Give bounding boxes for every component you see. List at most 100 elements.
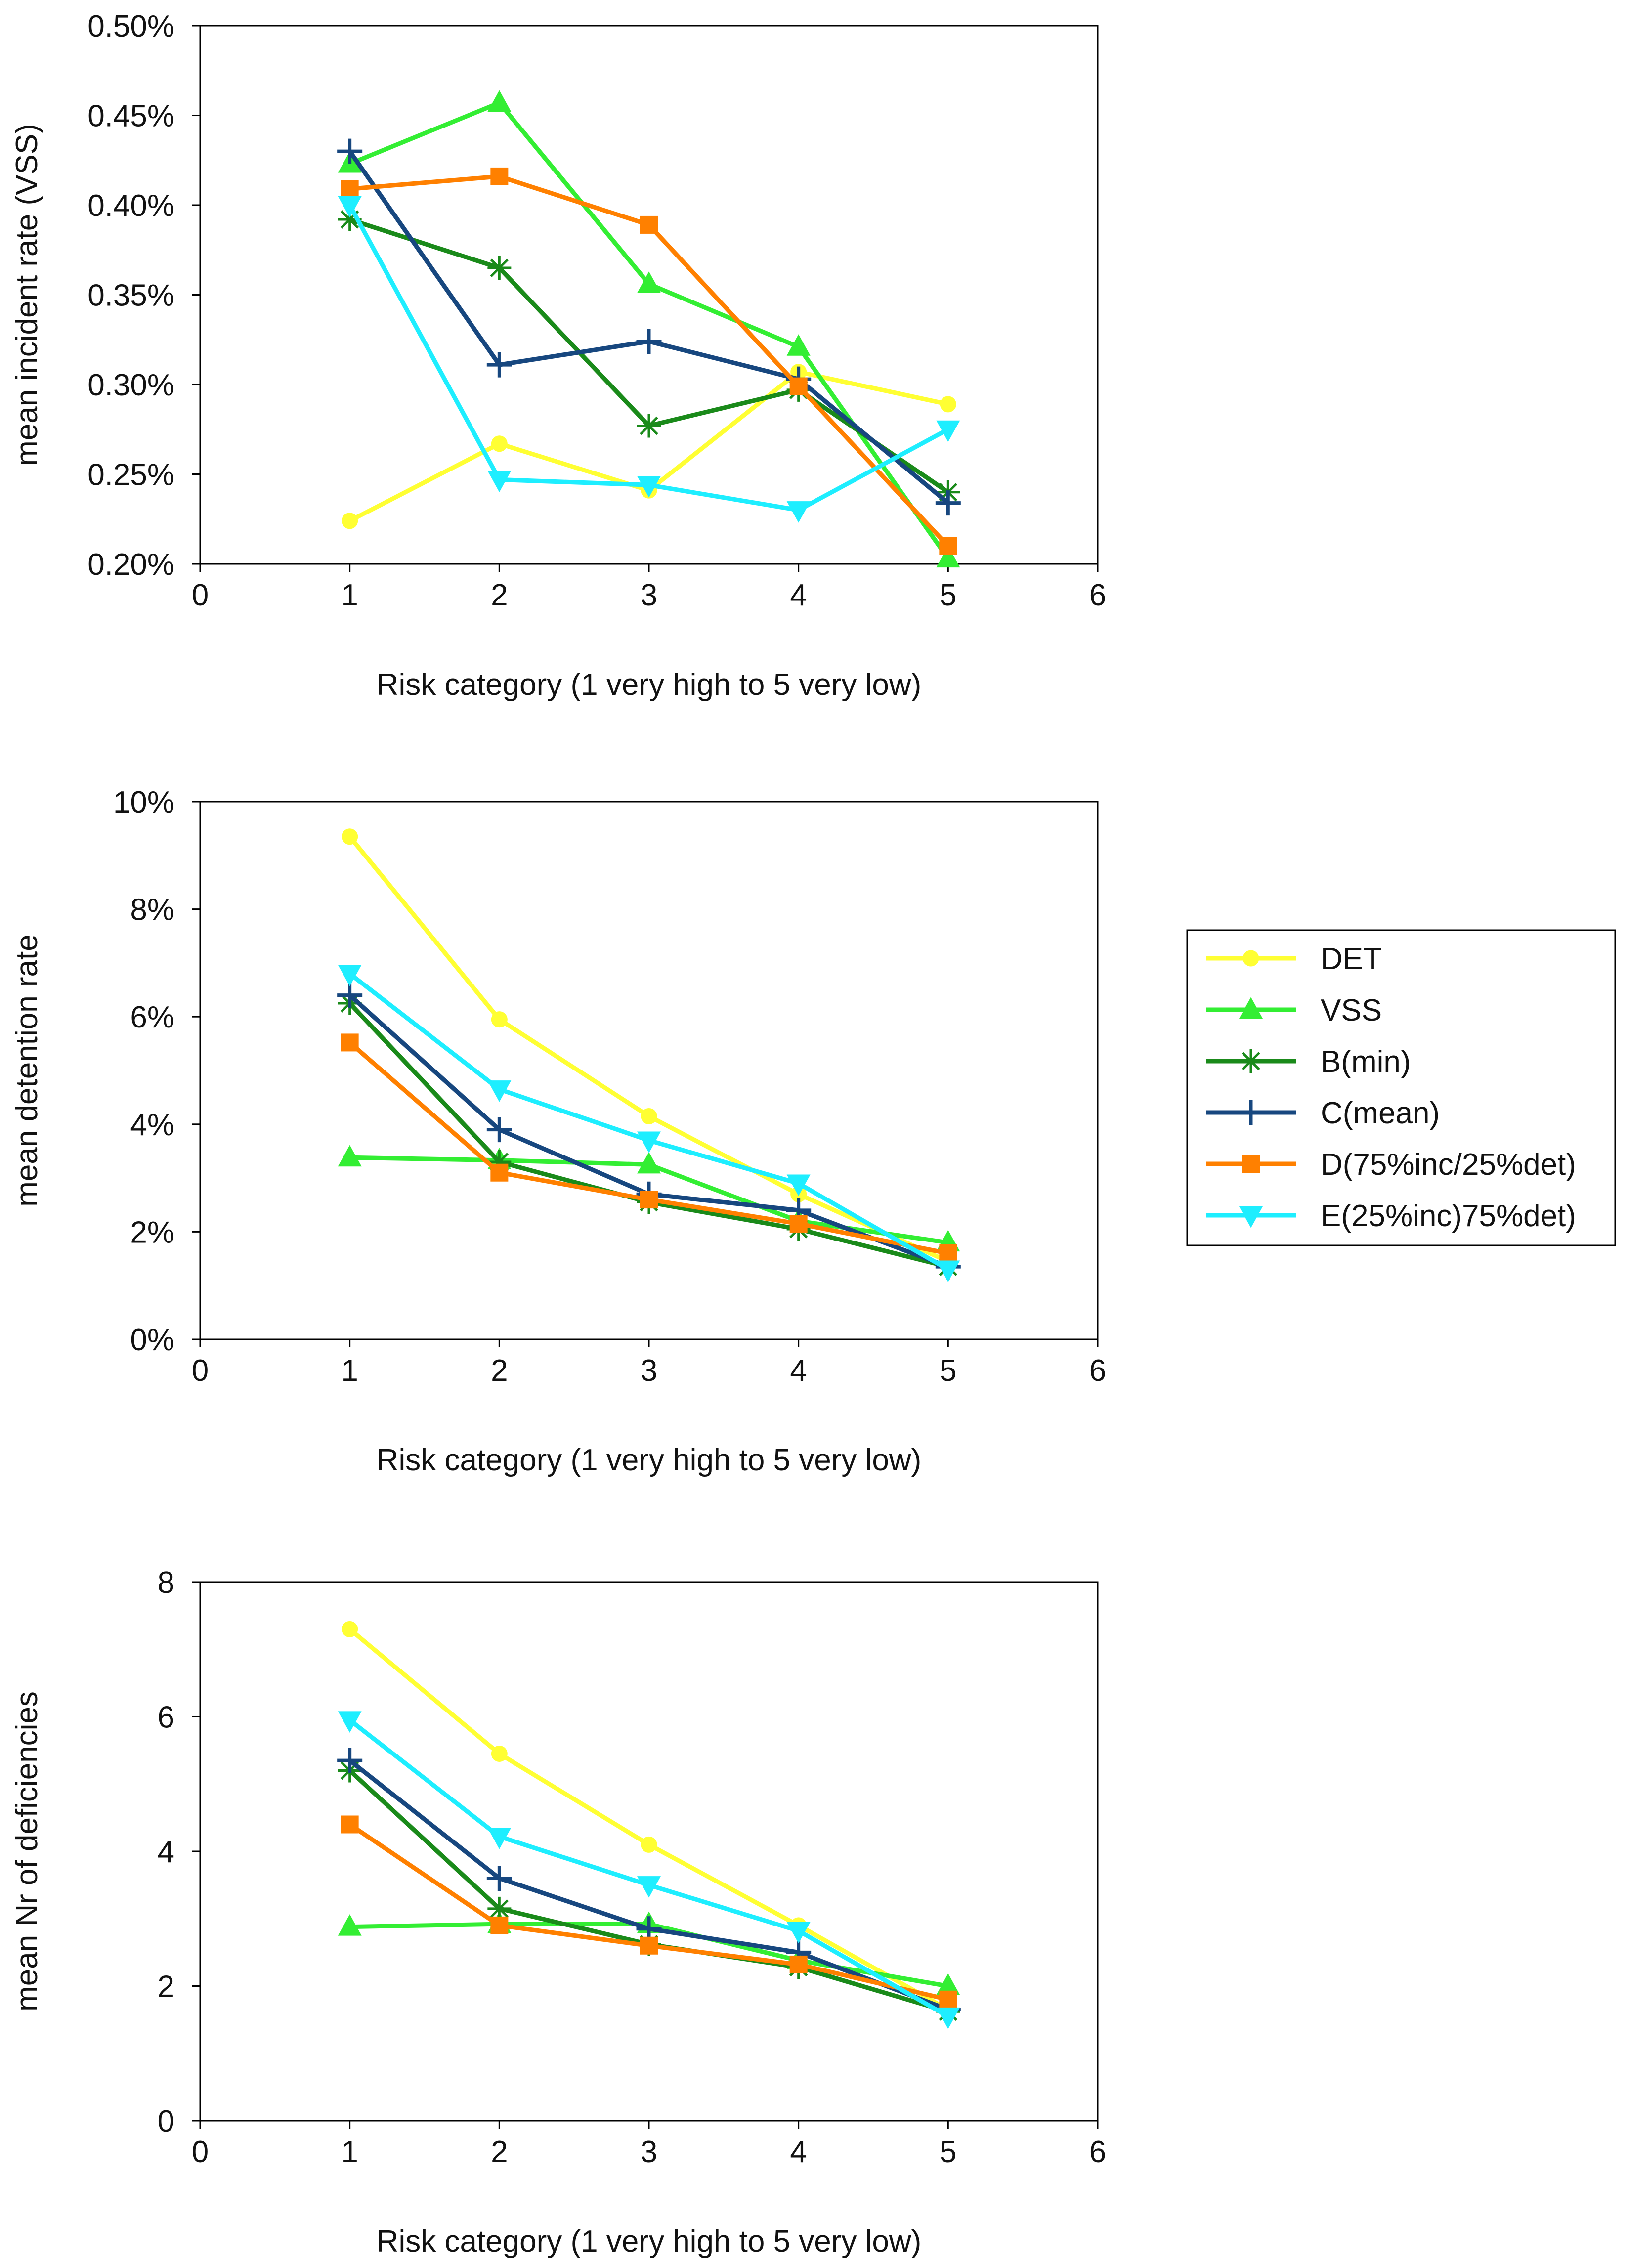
data-point — [936, 546, 960, 568]
data-point — [637, 476, 661, 498]
data-point — [487, 256, 512, 280]
data-point — [490, 167, 509, 185]
data-point — [786, 334, 811, 356]
y-tick-label: 6% — [130, 1000, 174, 1034]
x-tick-label: 3 — [641, 1354, 657, 1388]
x-tick-label: 6 — [1089, 2135, 1106, 2169]
data-point — [491, 435, 508, 452]
y-tick-label: 4% — [130, 1108, 174, 1142]
data-point — [487, 1080, 512, 1102]
data-point — [337, 983, 363, 1008]
data-point — [341, 1815, 359, 1834]
data-point — [939, 1990, 957, 2009]
y-tick-label: 0.40% — [87, 189, 174, 223]
data-point — [640, 1936, 658, 1955]
data-point — [337, 1748, 363, 1773]
legend-marker — [1239, 1049, 1263, 1073]
data-point — [338, 1914, 362, 1936]
legend-label: VSS — [1321, 993, 1382, 1027]
series-e-25-inc-75-det — [338, 965, 960, 1283]
data-point — [338, 1145, 362, 1167]
data-point — [936, 1973, 960, 1995]
legend-marker — [1239, 1206, 1263, 1228]
data-point — [338, 965, 362, 986]
legend-item-b-min: B(min) — [1206, 1045, 1411, 1079]
y-tick-label: 2% — [130, 1215, 174, 1249]
chart-2: 0 1 2 3 4 5 6 0% 2% 4% 6% 8% 10% Risk category (1 ver… — [10, 785, 1106, 1477]
y-tick-label: 0 — [158, 2104, 174, 2139]
data-point — [939, 1244, 957, 1262]
data-point — [640, 1191, 658, 1209]
x-tick-label: 1 — [341, 2135, 358, 2169]
series-c-mean — [337, 983, 961, 1280]
x-tick-label: 5 — [940, 1354, 956, 1388]
data-point — [939, 537, 957, 555]
y-tick-label: 8% — [130, 893, 174, 927]
x-tick-label: 1 — [341, 1354, 358, 1388]
chart-3: 0 1 2 3 4 5 6 0 2 4 6 8 Risk category (1 very high t… — [10, 1566, 1106, 2259]
data-point — [940, 396, 956, 413]
series-line — [348, 370, 949, 523]
x-tick-label: 6 — [1089, 578, 1106, 612]
y-tick-label: 8 — [158, 1566, 174, 1600]
legend-item-vss: VSS — [1206, 993, 1382, 1027]
legend-marker — [1239, 997, 1263, 1019]
y-tick-label: 10% — [113, 785, 174, 819]
series-det — [342, 364, 956, 529]
x-tick-label: 1 — [341, 578, 358, 612]
x-tick-label: 3 — [641, 2135, 657, 2169]
data-point — [636, 329, 662, 354]
data-point — [789, 377, 808, 395]
data-point — [490, 1163, 509, 1182]
data-point — [341, 180, 359, 198]
series-d-75-inc-25-det — [341, 1815, 957, 2009]
data-point — [786, 1922, 811, 1944]
legend-label: C(mean) — [1321, 1096, 1440, 1130]
data-point — [342, 1621, 358, 1637]
data-point — [490, 1916, 509, 1934]
series-e-25-inc-75-det — [338, 196, 960, 523]
x-tick-label: 2 — [491, 578, 508, 612]
plot-frame — [199, 801, 1099, 1340]
y-axis-label: mean detention rate — [10, 934, 44, 1207]
data-point — [637, 271, 661, 293]
data-point — [338, 196, 362, 218]
legend-label: DET — [1321, 942, 1382, 976]
x-tick-label: 0 — [192, 1354, 209, 1388]
legend-label: E(25%inc)75%det) — [1321, 1199, 1576, 1233]
x-tick-label: 0 — [192, 2135, 209, 2169]
legend-item-d-75-inc-25-det: D(75%inc/25%det) — [1206, 1148, 1576, 1182]
y-tick-label: 0.25% — [87, 458, 174, 492]
data-point — [491, 1745, 508, 1762]
y-tick-label: 0% — [130, 1323, 174, 1357]
x-tick-label: 5 — [940, 578, 956, 612]
data-point — [637, 1876, 661, 1898]
y-tick-label: 0.45% — [87, 99, 174, 133]
series-e-25-inc-75-det — [338, 1711, 960, 2029]
data-point — [487, 90, 512, 112]
x-axis-label: Risk category (1 very high to 5 very low… — [377, 2225, 922, 2259]
data-point — [789, 1215, 808, 1233]
data-point — [342, 513, 358, 529]
data-point — [487, 1828, 512, 1849]
data-point — [338, 208, 362, 232]
y-tick-label: 0.20% — [87, 548, 174, 582]
data-point — [637, 414, 661, 438]
legend-marker — [1238, 1100, 1264, 1125]
data-point — [936, 2007, 960, 2029]
x-tick-label: 4 — [790, 578, 807, 612]
series-d-75-inc-25-det — [341, 167, 957, 555]
legend: DET VSS B(min) C(mean) D(75%inc/25%det) E(25%… — [1186, 929, 1616, 1246]
series-det — [342, 1621, 956, 2018]
legend-frame — [1186, 929, 1616, 1246]
y-tick-label: 0.35% — [87, 279, 174, 313]
y-tick-label: 4 — [158, 1835, 174, 1869]
data-point — [789, 1955, 808, 1973]
x-tick-label: 0 — [192, 578, 209, 612]
data-point — [641, 1836, 657, 1853]
data-point — [786, 501, 811, 523]
y-axis-label: mean Nr of deficiencies — [10, 1691, 44, 2011]
data-point — [486, 1117, 512, 1143]
